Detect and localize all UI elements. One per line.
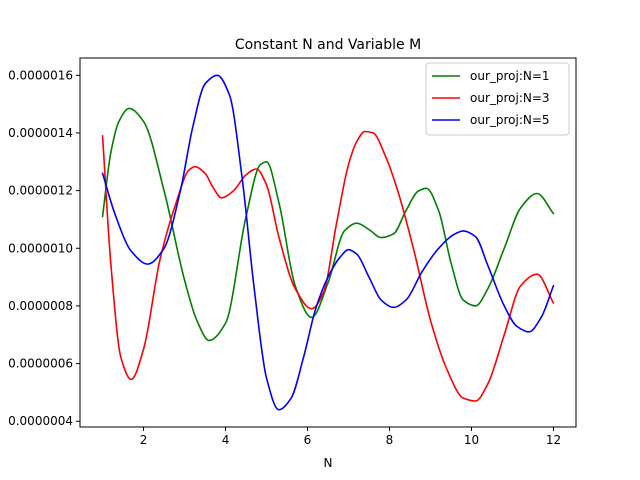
plot-frame [79, 57, 577, 428]
series-line-3 [101, 74, 555, 411]
y-tick-label: 0.0000014 [8, 126, 73, 140]
y-tick-label: 0.0000006 [8, 357, 73, 371]
legend-label-3: our_proj:N=5 [470, 113, 550, 127]
x-axis-label: N [324, 456, 333, 470]
x-tick-label: 12 [546, 433, 561, 447]
series-line-2 [101, 130, 555, 402]
y-tick-label: 0.0000010 [8, 241, 73, 255]
y-tick-label: 0.0000012 [8, 184, 73, 198]
x-tick-label: 6 [304, 433, 312, 447]
x-tick-label: 2 [140, 433, 148, 447]
chart-title: Constant N and Variable M [235, 37, 421, 53]
legend-label-1: our_proj:N=1 [470, 69, 550, 83]
y-tick-label: 0.0000004 [8, 414, 73, 428]
legend: our_proj:N=1 our_proj:N=3 our_proj:N=5 [425, 62, 570, 136]
y-tick-label: 0.0000008 [8, 299, 73, 313]
legend-box [425, 62, 570, 136]
series-layer [101, 74, 555, 411]
x-tick-label: 10 [464, 433, 479, 447]
legend-label-2: our_proj:N=3 [470, 91, 550, 105]
series-line-1 [101, 107, 555, 342]
axes-layer: 2 4 6 8 10 12 0.0000004 0.0000006 0.0000008 0.000… [8, 57, 577, 447]
x-tick-label: 8 [386, 433, 394, 447]
y-tick-label: 0.0000016 [8, 68, 73, 82]
x-tick-label: 4 [222, 433, 230, 447]
